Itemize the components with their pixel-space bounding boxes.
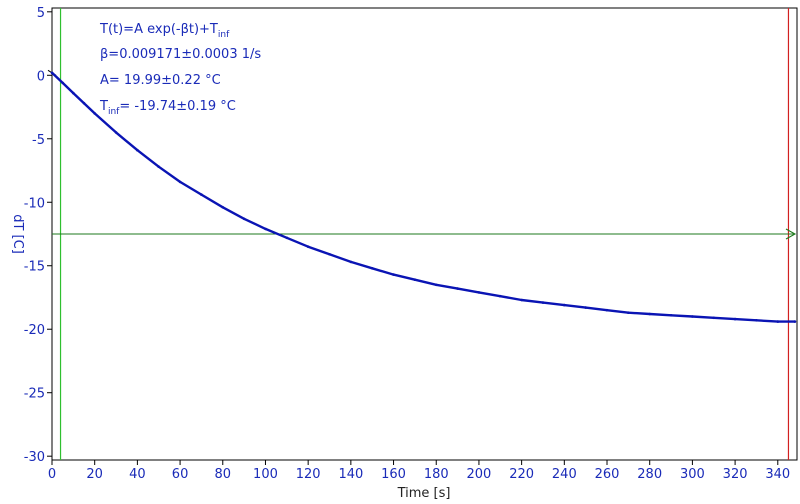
x-tick-label: 60 (172, 467, 189, 482)
data-point (776, 320, 780, 323)
fit-tinf-main: T (99, 99, 108, 114)
data-point (136, 148, 139, 152)
y-axis-ticks: 5 0 -5 -10 -15 -20 -25 -30 (24, 6, 52, 465)
x-tick-label: 300 (680, 467, 705, 482)
data-point (499, 294, 502, 298)
y-tick-label: -20 (24, 323, 45, 338)
y-tick-label: -30 (24, 450, 45, 465)
x-tick-label: 180 (424, 467, 449, 482)
x-tick-label: 320 (723, 467, 748, 482)
x-tick-label: 0 (48, 467, 56, 482)
fit-model-subscript: inf (218, 30, 230, 40)
x-tick-label: 160 (381, 467, 406, 482)
y-axis-label: dT [C] (10, 214, 25, 254)
fit-annotation: T(t)=A exp(-βt)+Tinf β=0.009171±0.0003 1… (99, 22, 261, 117)
x-tick-label: 20 (86, 467, 103, 482)
fit-amplitude: A= 19.99±0.22 °C (100, 73, 221, 88)
data-point (733, 317, 737, 321)
fit-tinf-subscript: inf (108, 107, 120, 117)
x-tick-label: 340 (765, 467, 790, 482)
x-tick-label: 240 (552, 467, 577, 482)
y-tick-label: 0 (37, 69, 45, 84)
data-point (434, 283, 438, 287)
fit-tinf: Tinf= -19.74±0.19 °C (99, 99, 236, 117)
data-point (221, 206, 225, 209)
x-tick-label: 120 (296, 467, 321, 482)
data-point (691, 315, 694, 318)
x-tick-label: 100 (253, 467, 278, 482)
x-tick-label: 80 (215, 467, 232, 482)
data-point (50, 71, 54, 75)
data-point (93, 112, 96, 115)
data-point (392, 273, 395, 276)
x-tick-label: 260 (595, 467, 620, 482)
data-point (264, 227, 267, 231)
data-point (520, 298, 523, 302)
data-point (200, 193, 203, 196)
x-axis-label: Time [s] (397, 486, 451, 501)
y-tick-label: -25 (24, 387, 45, 402)
data-point (306, 245, 310, 248)
fit-model: T(t)=A exp(-βt)+Tinf (99, 22, 230, 40)
temperature-curve (51, 71, 795, 323)
data-point (541, 301, 545, 304)
y-tick-label: 5 (37, 6, 45, 21)
data-point (477, 291, 481, 294)
fit-beta: β=0.009171±0.0003 1/s (100, 47, 261, 62)
data-point (242, 217, 246, 221)
data-point (755, 319, 758, 322)
data-point (114, 131, 118, 134)
fit-tinf-value: = -19.74±0.19 °C (119, 99, 235, 114)
x-tick-label: 200 (467, 467, 492, 482)
x-tick-label: 280 (637, 467, 662, 482)
data-point (605, 308, 609, 312)
data-point (349, 260, 353, 264)
x-tick-label: 220 (509, 467, 534, 482)
data-point (413, 278, 417, 282)
data-point (669, 314, 673, 317)
level-marker-arrow (785, 228, 797, 240)
marker-lines (47, 8, 797, 460)
x-tick-label: 140 (338, 467, 363, 482)
data-point (456, 287, 459, 290)
x-axis-ticks: 0 20 40 60 80 100 120 140 160 180 200 220 240 260 280 3… (48, 460, 790, 482)
x-tick-label: 40 (129, 467, 146, 482)
data-series (50, 71, 797, 323)
fit-model-main: T(t)=A exp(-βt)+T (99, 22, 218, 37)
data-point (627, 311, 630, 315)
y-tick-label: -15 (24, 260, 45, 275)
y-tick-label: -5 (32, 133, 45, 148)
data-point (178, 180, 182, 184)
data-point (82, 101, 86, 105)
data-point (328, 253, 331, 256)
data-point (285, 236, 289, 240)
data-point (712, 316, 715, 320)
data-point (61, 81, 64, 85)
data-point (370, 267, 374, 270)
data-point (648, 312, 651, 316)
y-tick-label: -10 (24, 196, 45, 211)
data-point (793, 320, 797, 323)
data-point (72, 91, 75, 95)
data-point (584, 306, 587, 309)
data-point (157, 165, 160, 168)
data-point (563, 303, 566, 307)
